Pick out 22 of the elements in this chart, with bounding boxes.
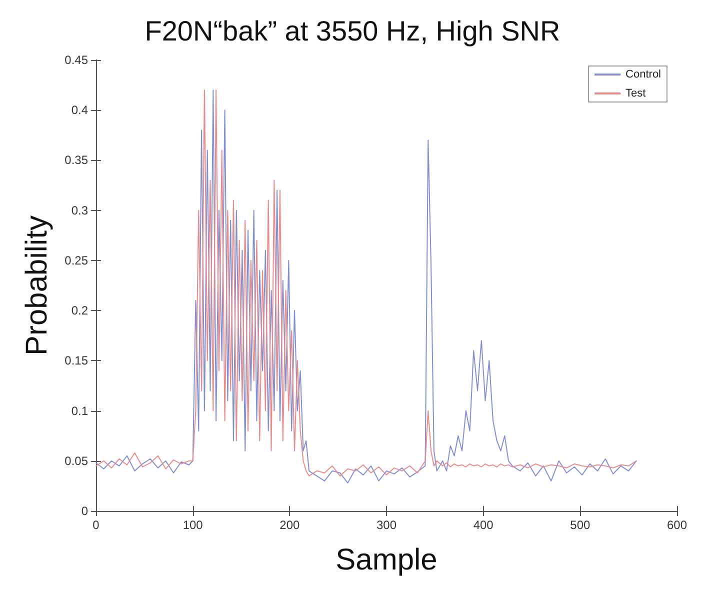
y-tick-label: 0.4	[71, 103, 88, 118]
x-tick-label: 500	[570, 518, 590, 532]
y-tick-label: 0.2	[71, 304, 88, 318]
y-tick-label: 0.45	[64, 53, 88, 67]
y-axis-title: Probability	[20, 215, 54, 356]
y-tick-label: 0.3	[71, 203, 88, 218]
x-tick-label: 200	[280, 518, 300, 532]
y-tick-label: 0	[81, 504, 88, 518]
x-axis-title: Sample	[336, 544, 438, 576]
y-tick-label: 0.1	[71, 404, 88, 418]
legend-label: Control	[626, 68, 662, 80]
y-tick-label: 0.35	[64, 153, 88, 168]
x-tick-label: 100	[182, 518, 204, 532]
x-tick-label: 300	[376, 518, 397, 532]
y-tick-label: 0.25	[64, 253, 88, 268]
legend-label: Test	[626, 88, 646, 100]
x-tick-label: 600	[666, 518, 688, 532]
x-tick-label: 0	[92, 518, 100, 532]
y-tick-label: 0.15	[64, 354, 88, 368]
chart-title: F20N“bak” at 3550 Hz, High SNR	[144, 16, 560, 46]
x-tick-label: 400	[473, 518, 494, 532]
y-tick-label: 0.05	[64, 454, 88, 468]
